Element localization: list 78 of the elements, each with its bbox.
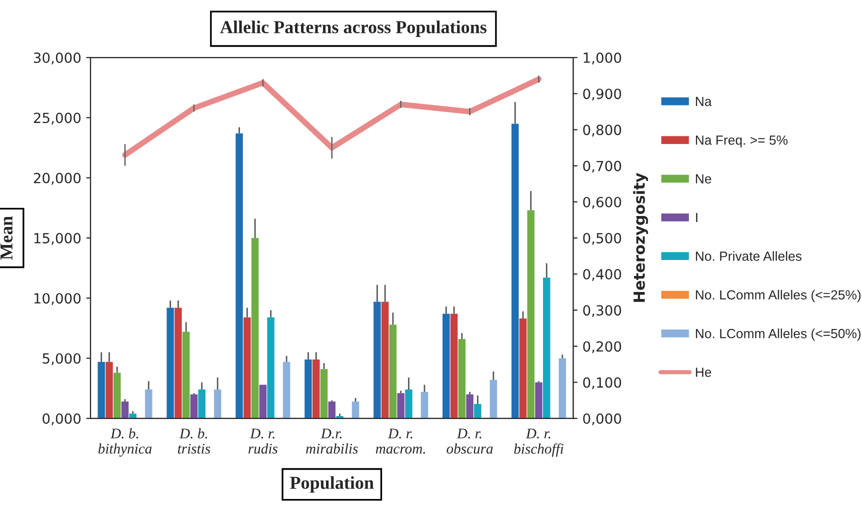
bar: [312, 359, 320, 418]
bar: [405, 390, 412, 418]
y2-tick-label: 0,000: [583, 413, 622, 426]
legend-label: Na: [696, 96, 712, 106]
y2-tick-label: 0,100: [583, 377, 622, 390]
bar: [182, 332, 190, 418]
bar: [458, 339, 466, 418]
bar: [198, 390, 206, 418]
y2-tick-label: 0,700: [583, 160, 622, 173]
x-tick-label: D. r. bischoffi: [514, 428, 564, 457]
bar: [145, 390, 152, 418]
bar: [381, 302, 389, 418]
x-axis-title: Population: [290, 476, 374, 493]
x-tick-label: D.r. mirabilis: [306, 428, 358, 454]
y2-tick-label: 0,500: [583, 232, 622, 245]
bar: [389, 324, 397, 418]
bar: [267, 317, 274, 418]
bar: [320, 369, 328, 418]
x-tick-label: D. r. obscura: [446, 428, 493, 454]
bar: [511, 124, 519, 418]
y2-tick-label: 0,800: [583, 124, 622, 137]
y2-tick-label: 0,400: [583, 269, 622, 281]
bar: [519, 318, 527, 418]
y2-tick-label: 1,000: [584, 52, 622, 64]
y2-axis-title: Heterozygosity: [633, 172, 648, 302]
legend-label: He: [696, 368, 712, 377]
bar: [527, 210, 534, 418]
bar: [490, 380, 498, 418]
bar: [474, 404, 482, 418]
bar: [174, 308, 182, 418]
bar: [251, 238, 259, 418]
bar: [450, 314, 458, 418]
bar: [304, 359, 312, 418]
y-tick-label: 25,000: [34, 112, 81, 125]
y-tick-label: 5,000: [42, 353, 81, 366]
x-tick-label: D. r. macrom.: [376, 428, 425, 454]
y-tick-label: 10,000: [34, 293, 81, 305]
y-tick-label: 0,000: [42, 413, 81, 426]
legend-label: Na Freq. >= 5%: [696, 136, 788, 148]
bar: [166, 308, 174, 418]
bar: [129, 414, 136, 418]
legend-label: I: [696, 212, 698, 222]
bar: [259, 384, 267, 418]
bar: [106, 362, 113, 418]
y2-tick-label: 0,600: [583, 196, 622, 209]
bar: [121, 402, 129, 418]
bar: [214, 390, 222, 418]
y-tick-label: 15,000: [34, 232, 81, 245]
chart-title: Allelic Patterns across Populations: [220, 20, 486, 37]
x-tick-label: D. b. tristis: [178, 428, 210, 454]
bar: [397, 393, 404, 418]
bar: [328, 402, 336, 418]
legend-label: No. Private Alleles: [696, 251, 802, 261]
y-axis-title: Mean: [0, 216, 13, 260]
legend-label: Ne: [696, 174, 712, 184]
y2-tick-label: 0,200: [583, 341, 622, 354]
x-tick-label: D. r. rudis: [248, 428, 278, 454]
bar: [352, 402, 360, 418]
bar: [113, 372, 121, 418]
bar: [558, 358, 566, 418]
bar: [466, 394, 474, 418]
bar: [374, 302, 381, 418]
bar: [442, 314, 450, 418]
legend-label: No. LComm Alleles (<=50%): [696, 328, 861, 341]
bar: [98, 362, 105, 418]
y2-tick-label: 0,300: [583, 305, 622, 318]
bar: [236, 133, 243, 418]
bar: [420, 392, 428, 418]
legend-label: No. LComm Alleles (<=25%): [696, 290, 861, 302]
bar: [543, 278, 550, 418]
bar: [535, 382, 542, 418]
bar: [190, 394, 198, 418]
x-tick-label: D. b. bithynica: [98, 428, 152, 457]
y2-tick-label: 0,900: [583, 88, 622, 101]
bar: [282, 362, 290, 418]
bar: [244, 317, 251, 418]
y-tick-label: 30,000: [34, 52, 81, 64]
y-tick-label: 20,000: [34, 172, 81, 185]
